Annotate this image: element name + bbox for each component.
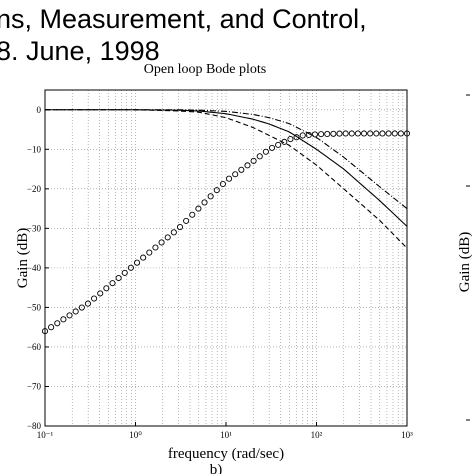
data-point-circle <box>73 309 78 314</box>
data-point-circle <box>337 131 342 136</box>
data-point-circle <box>263 149 268 154</box>
data-point-circle <box>159 240 164 245</box>
plot-grid <box>45 90 407 426</box>
y-tick-label: −80 <box>27 421 42 431</box>
data-point-circle <box>165 235 170 240</box>
x-tick-labels: 10⁻¹ 10⁰ 10¹ 10² 10³ <box>37 422 413 440</box>
data-point-circle <box>233 172 238 177</box>
y-axis-label: Gain (dB) <box>15 228 31 288</box>
data-point-circle <box>55 321 60 326</box>
panel-label: b) <box>210 462 223 474</box>
data-point-circle <box>196 206 201 211</box>
chart-title: Open loop Bode plots <box>144 62 267 77</box>
right-panel-y-axis-label: Gain (dB) <box>457 232 473 292</box>
data-point-circle <box>220 181 225 186</box>
x-tick-label: 10⁰ <box>129 430 142 440</box>
data-point-circle <box>147 250 152 255</box>
data-point-circle <box>288 136 293 141</box>
data-point-circle <box>355 131 360 136</box>
data-point-circle <box>110 281 115 286</box>
data-point-circle <box>61 317 66 322</box>
data-point-circle <box>386 131 391 136</box>
y-tick-label: −50 <box>27 302 42 312</box>
data-point-circle <box>184 218 189 223</box>
data-point-circle <box>251 158 256 163</box>
data-point-circle <box>368 131 373 136</box>
data-point-circle <box>208 194 213 199</box>
x-tick-label: 10³ <box>401 430 413 440</box>
data-point-circle <box>177 224 182 229</box>
x-tick-label: 10² <box>311 430 323 440</box>
data-point-circle <box>392 131 397 136</box>
data-point-circle <box>67 313 72 318</box>
data-point-circle <box>226 176 231 181</box>
data-point-circle <box>190 212 195 217</box>
data-point-circle <box>98 291 103 296</box>
data-point-circle <box>349 131 354 136</box>
data-point-circle <box>141 255 146 260</box>
data-point-circle <box>153 245 158 250</box>
data-point-circle <box>171 230 176 235</box>
series-line-dashed <box>45 110 407 248</box>
data-point-circle <box>202 200 207 205</box>
data-point-circle <box>343 131 348 136</box>
data-point-circle <box>276 142 281 147</box>
data-point-circle <box>134 260 139 265</box>
data-point-circle <box>319 132 324 137</box>
data-point-circle <box>312 132 317 137</box>
data-point-circle <box>269 145 274 150</box>
data-point-circle <box>325 131 330 136</box>
y-tick-label: −10 <box>27 144 42 154</box>
data-point-circle <box>214 188 219 193</box>
data-point-circle <box>91 296 96 301</box>
data-point-circle <box>257 154 262 159</box>
x-axis-label: frequency (rad/sec) <box>168 446 284 462</box>
data-point-circle <box>331 131 336 136</box>
data-point-circle <box>245 163 250 168</box>
y-tick-label: −60 <box>27 342 42 352</box>
x-tick-label: 10⁻¹ <box>37 430 54 440</box>
data-point-circle <box>116 275 121 280</box>
data-point-circle <box>361 131 366 136</box>
y-tick-label: −20 <box>27 184 42 194</box>
data-point-circle <box>380 131 385 136</box>
y-tick-label: 0 <box>37 105 42 115</box>
data-point-circle <box>122 270 127 275</box>
x-tick-label: 10¹ <box>220 430 232 440</box>
data-point-circle <box>398 131 403 136</box>
data-point-circle <box>374 131 379 136</box>
data-point-circle <box>239 167 244 172</box>
data-point-circle <box>49 325 54 330</box>
y-tick-label: −70 <box>27 381 42 391</box>
